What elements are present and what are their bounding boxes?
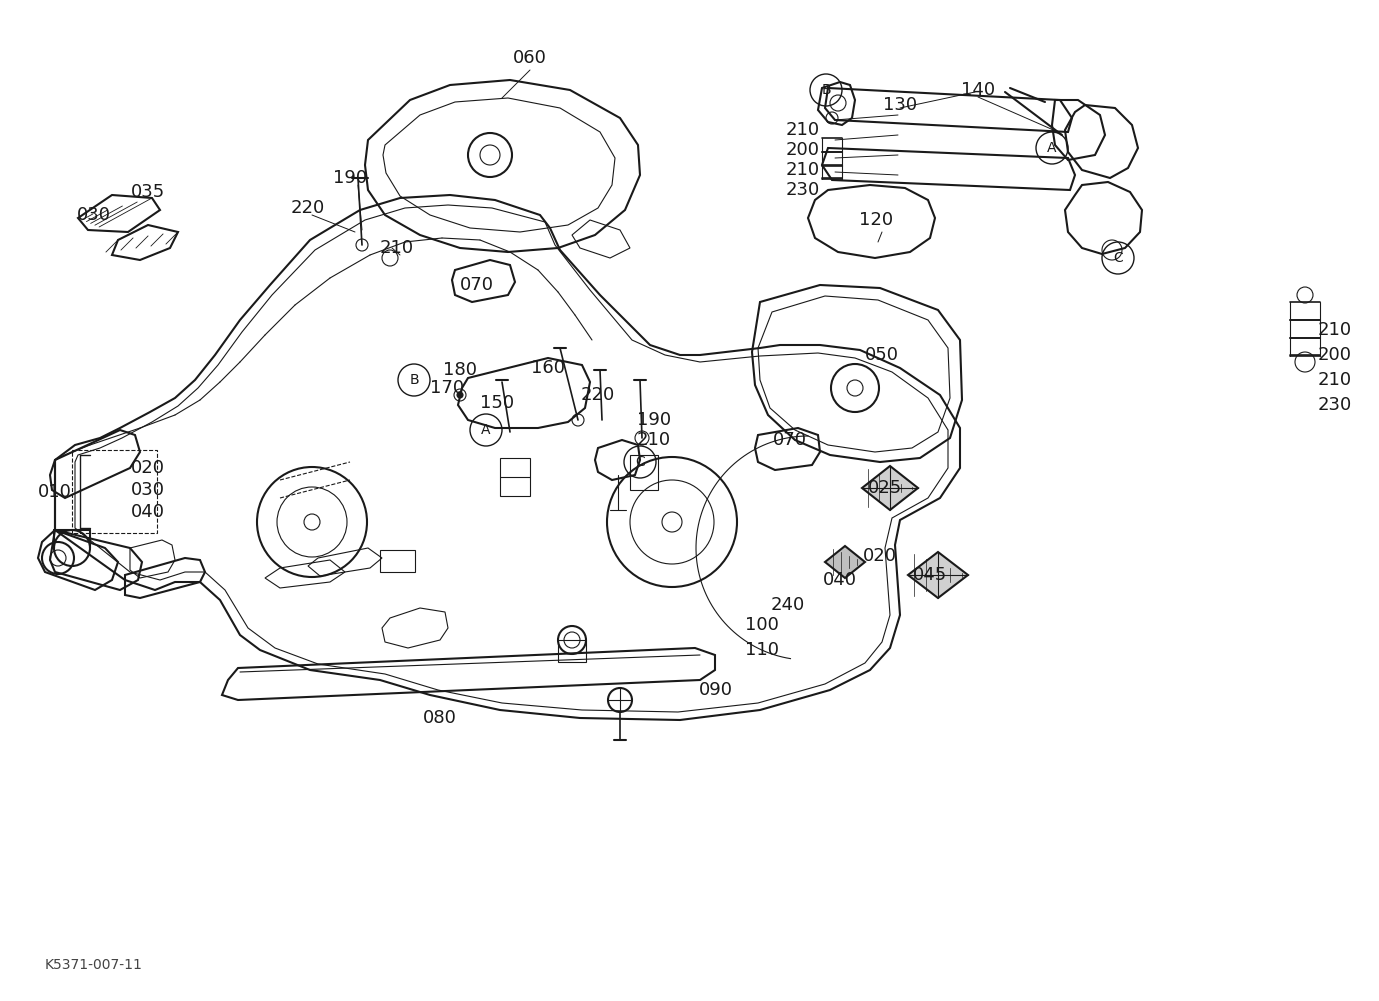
Text: 180: 180 [443,361,477,379]
Bar [72,450,157,533]
Text: 050: 050 [865,346,899,364]
Text: C: C [1113,251,1123,265]
Text: 100: 100 [745,616,779,634]
Text: 025: 025 [867,479,902,497]
Text: 150: 150 [480,394,514,412]
Text: 020: 020 [863,547,896,565]
Text: 090: 090 [699,681,734,699]
Text: 030: 030 [77,206,110,224]
Bar [630,455,658,490]
Text: 080: 080 [423,709,456,727]
Text: 190: 190 [637,411,672,429]
Text: 140: 140 [961,81,996,99]
Text: 230: 230 [786,181,821,199]
Text: 230: 230 [1318,396,1353,414]
Circle shape [456,392,463,398]
Text: 070: 070 [774,431,807,449]
Text: B: B [410,373,419,387]
Text: 035: 035 [131,183,165,201]
Text: 040: 040 [131,503,165,521]
Text: 210: 210 [381,239,414,257]
Polygon shape [862,466,918,510]
Text: 170: 170 [430,379,465,397]
Text: B: B [821,83,830,97]
Text: 210: 210 [1318,371,1353,389]
Text: 045: 045 [913,566,947,584]
Text: 020: 020 [131,459,165,477]
Text: 210: 210 [786,161,821,179]
Text: 040: 040 [823,571,856,589]
Text: 210: 210 [786,121,821,139]
Text: A: A [481,423,491,437]
Bar [381,550,415,572]
Text: 030: 030 [131,481,165,499]
Text: 200: 200 [1318,346,1351,364]
Text: 120: 120 [859,211,894,229]
Text: 210: 210 [1318,321,1353,339]
Text: 130: 130 [883,96,917,114]
Text: 070: 070 [461,276,494,294]
Text: 200: 200 [786,141,821,159]
Text: 110: 110 [745,641,779,659]
Text: 240: 240 [771,596,805,614]
Text: C: C [636,455,645,469]
Text: 190: 190 [332,169,367,187]
Bar [501,458,530,496]
Bar [558,640,586,662]
Text: 010: 010 [39,483,72,500]
Polygon shape [825,546,865,578]
Text: 220: 220 [581,386,615,404]
Text: 160: 160 [531,359,565,377]
Text: 220: 220 [291,199,325,217]
Polygon shape [907,552,968,598]
Text: 060: 060 [513,49,547,67]
Text: K5371-007-11: K5371-007-11 [46,958,143,972]
Text: A: A [1047,141,1056,155]
Text: 210: 210 [637,431,672,449]
